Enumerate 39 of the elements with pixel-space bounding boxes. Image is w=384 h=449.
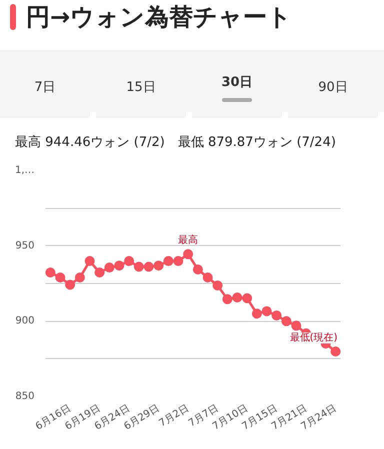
point (46, 268, 56, 278)
point (222, 294, 232, 304)
text: 30日 (192, 58, 282, 118)
y-tick-label: 850 (15, 391, 35, 402)
point (232, 292, 242, 303)
point (104, 262, 114, 273)
point (114, 260, 124, 271)
chart-subtitle: 最高 944.46ウォン (7/2) 最低 879.87ウォン (7/24) (14, 134, 336, 152)
y-tick-label: 1,… (14, 165, 35, 176)
point (183, 249, 194, 260)
point (84, 256, 95, 266)
annotation: 最高 (178, 234, 198, 246)
point (134, 262, 144, 272)
text: 15日 (96, 58, 186, 118)
point (94, 268, 105, 278)
annotation: 最低(現在) (290, 331, 338, 344)
point (74, 272, 85, 282)
y-tick-label: 950 (15, 240, 35, 252)
point (281, 316, 292, 326)
point (252, 308, 262, 319)
point (262, 306, 272, 316)
chart-title: 円→ウォン為替チャート (25, 2, 292, 33)
text: 7日 (0, 58, 90, 118)
point (124, 256, 134, 266)
point (55, 272, 66, 282)
point (173, 256, 184, 266)
point (163, 256, 174, 266)
point (212, 280, 223, 290)
point (65, 280, 76, 290)
point (192, 264, 203, 274)
point (291, 320, 302, 331)
point (272, 310, 282, 320)
point (242, 293, 252, 304)
point (330, 346, 340, 356)
point (154, 260, 164, 271)
y-tick-label: 900 (15, 316, 35, 327)
point (202, 272, 213, 282)
text: 90日 (288, 58, 378, 118)
point (144, 262, 154, 272)
